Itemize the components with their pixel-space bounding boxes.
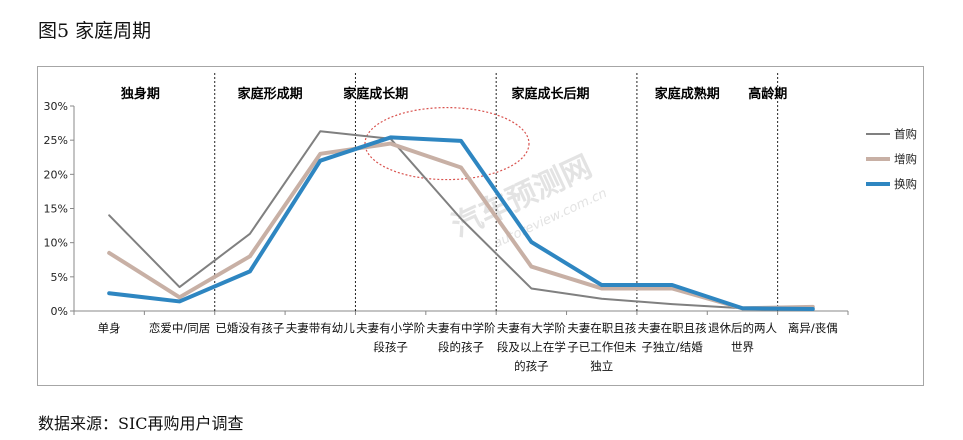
x-category-line: 段孩子 xyxy=(373,340,408,354)
x-category-line: 已婚没有孩子 xyxy=(215,321,284,335)
stage-label: 家庭成长期 xyxy=(343,86,408,102)
x-category-line: 夫妻有大学阶 xyxy=(497,321,566,335)
x-category-line: 子已工作但未 xyxy=(567,340,636,354)
legend-label: 首购 xyxy=(894,127,917,141)
x-category-line: 独立 xyxy=(590,359,613,373)
stage-label: 独身期 xyxy=(121,86,160,102)
x-category-label: 单身 xyxy=(98,321,121,335)
x-category-label: 离异/丧偶 xyxy=(788,321,838,335)
figure-title: 图5 家庭周期 xyxy=(38,20,152,42)
x-category-line: 离异/丧偶 xyxy=(788,321,838,335)
stage-label: 高龄期 xyxy=(748,86,787,102)
x-category-line: 子独立/结婚 xyxy=(641,340,703,354)
x-category-line: 夫妻在职且孩 xyxy=(567,321,636,335)
y-tick-label: 15% xyxy=(44,203,68,216)
y-tick-label: 30% xyxy=(44,100,68,113)
x-category-label: 夫妻有小学阶段孩子 xyxy=(356,321,425,354)
x-category-label: 恋爱中/同居 xyxy=(149,321,210,335)
y-tick-label: 0% xyxy=(51,305,68,318)
stage-label: 家庭成长后期 xyxy=(512,86,590,102)
x-category-line: 夫妻在职且孩 xyxy=(638,321,707,335)
x-category-label: 夫妻在职且孩子独立/结婚 xyxy=(638,321,707,354)
y-tick-label: 20% xyxy=(44,168,68,181)
x-category-label: 退休后的两人世界 xyxy=(708,321,777,354)
x-category-line: 恋爱中/同居 xyxy=(149,321,210,335)
legend-label: 增购 xyxy=(894,152,917,166)
x-category-line: 夫妻有中学阶 xyxy=(427,321,496,335)
x-category-line: 世界 xyxy=(731,340,754,354)
highlight-ellipse xyxy=(364,106,530,181)
x-category-line: 夫妻带有幼儿 xyxy=(286,321,355,335)
y-tick-label: 25% xyxy=(44,134,68,147)
y-tick-label: 10% xyxy=(44,237,68,250)
x-category-label: 夫妻在职且孩子已工作但未独立 xyxy=(567,321,636,373)
x-category-label: 夫妻带有幼儿 xyxy=(286,321,355,335)
source-note: 数据来源：SIC再购用户调查 xyxy=(38,414,244,433)
x-category-label: 已婚没有孩子 xyxy=(215,321,284,335)
x-category-line: 段及以上在学 xyxy=(497,340,566,354)
x-category-line: 单身 xyxy=(98,321,121,335)
stage-label: 家庭形成期 xyxy=(238,86,303,102)
x-category-label: 夫妻有中学阶段的孩子 xyxy=(427,321,496,354)
x-category-line: 退休后的两人 xyxy=(708,321,777,335)
y-tick-label: 5% xyxy=(51,271,68,284)
stage-label: 家庭成熟期 xyxy=(655,86,720,102)
x-category-label: 夫妻有大学阶段及以上在学的孩子 xyxy=(497,321,566,373)
x-category-line: 夫妻有小学阶 xyxy=(356,321,425,335)
x-category-line: 的孩子 xyxy=(514,359,549,373)
chart-frame: 汽车预测网 autoreview.com.cn 0% 5% 10% 15% 20% 25% 30… xyxy=(37,66,924,386)
x-category-line: 段的孩子 xyxy=(438,340,484,354)
legend-label: 换购 xyxy=(894,177,917,191)
